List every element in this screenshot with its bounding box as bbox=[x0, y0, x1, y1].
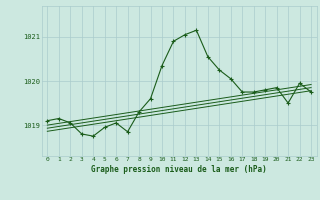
X-axis label: Graphe pression niveau de la mer (hPa): Graphe pression niveau de la mer (hPa) bbox=[91, 165, 267, 174]
